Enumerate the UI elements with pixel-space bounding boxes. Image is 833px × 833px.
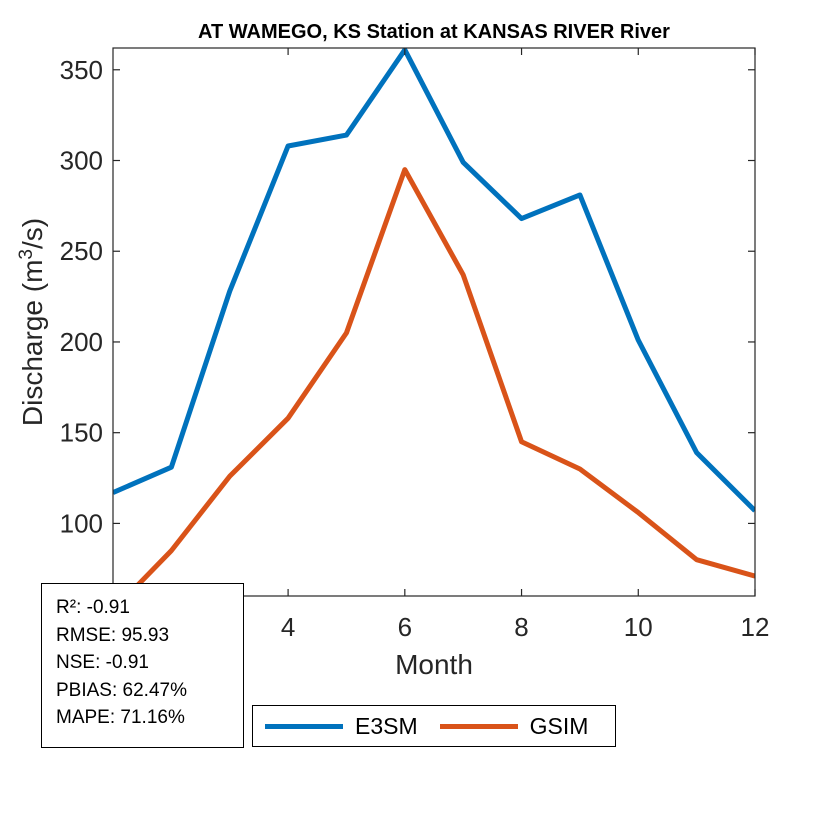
stat-value: 95.93 [121, 624, 170, 646]
y-tick-label: 250 [60, 236, 103, 266]
legend-label: E3SM [355, 712, 418, 739]
stat-value: -0.91 [105, 652, 149, 673]
x-axis-label: Month [395, 649, 473, 680]
stat-line: NSE: -0.91 [56, 652, 149, 673]
x-tick-label: 10 [624, 612, 653, 642]
stat-label: R² [56, 597, 77, 618]
x-tick-label: 6 [398, 612, 412, 642]
series-line-e3sm [113, 48, 755, 513]
y-tick-label: 100 [60, 508, 103, 538]
y-tick-label: 300 [60, 146, 103, 176]
x-tick-label: 12 [741, 612, 770, 642]
series-line-gsim [123, 167, 755, 596]
stat-line: MAPE: 71.16% [56, 707, 185, 728]
stat-label: PBIAS [56, 679, 112, 701]
legend-label: GSIM [529, 712, 589, 739]
x-tick-label: 8 [514, 612, 528, 642]
stat-line: RMSE: 95.93 [56, 624, 170, 646]
stat-line: R²: -0.91 [56, 597, 130, 618]
y-axis-label: Discharge (m3/s) [16, 218, 48, 426]
y-tick-label: 350 [60, 55, 103, 85]
y-tick-label: 150 [60, 418, 103, 448]
stat-value: 62.47% [122, 679, 187, 701]
stat-label: NSE [56, 652, 96, 673]
stats-box: R²: -0.91 RMSE: 95.93 NSE: -0.91 PBIAS: 62.… [41, 583, 244, 748]
x-tick-label: 4 [281, 612, 295, 642]
legend-swatch [439, 723, 518, 729]
stat-value: -0.91 [86, 597, 130, 618]
stat-line: PBIAS: 62.47% [56, 679, 187, 701]
legend-item-e3sm: E3SM [265, 713, 418, 740]
stat-label: MAPE [56, 707, 110, 728]
legend: E3SM GSIM [252, 705, 616, 747]
y-tick-label: 200 [60, 327, 103, 357]
stat-value: 71.16% [120, 707, 185, 728]
plot-frame [112, 47, 756, 597]
legend-item-gsim: GSIM [439, 712, 589, 740]
legend-swatch [265, 723, 343, 729]
chart-title: AT WAMEGO, KS Station at KANSAS RIVER Ri… [198, 21, 670, 43]
plot-area [113, 48, 755, 596]
stat-label: RMSE [56, 624, 111, 646]
